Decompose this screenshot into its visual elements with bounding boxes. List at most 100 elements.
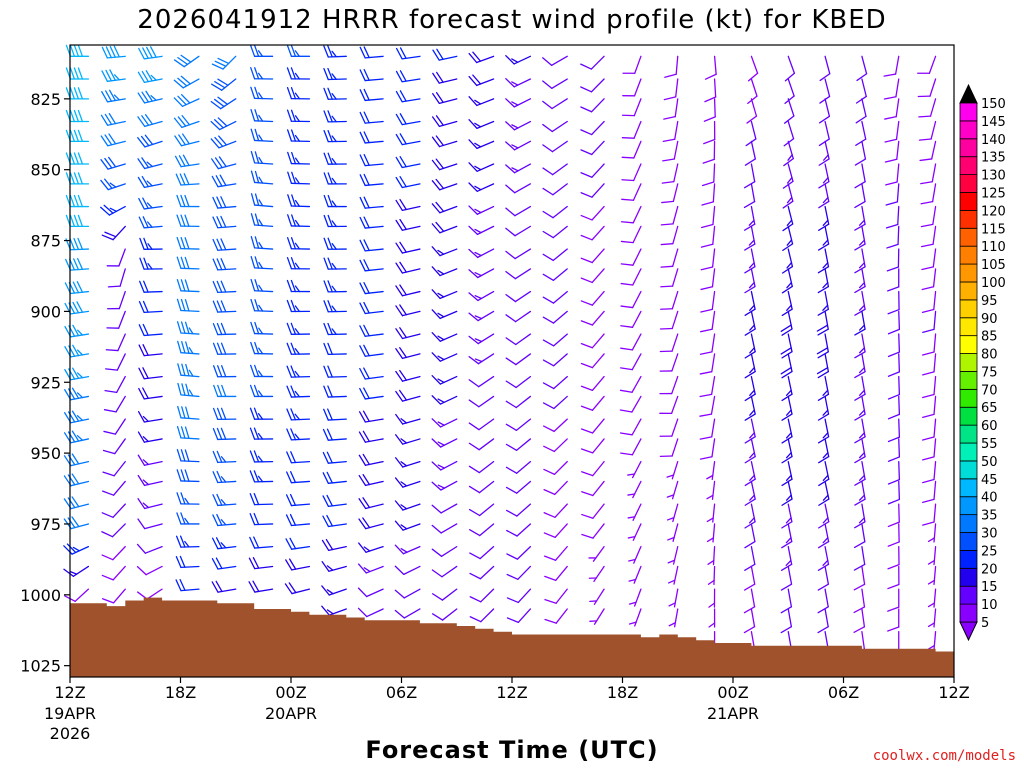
wind-barb [505, 438, 532, 451]
barb-shaft [476, 55, 495, 64]
wind-barb [543, 523, 568, 538]
wind-barb [250, 256, 274, 270]
barb-feather [180, 256, 186, 270]
barb-feather [887, 286, 900, 292]
wind-barb [469, 545, 495, 560]
barb-shaft [824, 523, 830, 543]
barb-shaft [401, 353, 421, 360]
barb-feather [505, 141, 516, 151]
barb-feather [362, 410, 370, 422]
barb-feather [543, 425, 555, 433]
barb-feather [290, 428, 297, 441]
barb-shaft [591, 310, 605, 326]
barb-feather [431, 375, 442, 385]
barb-feather [854, 521, 866, 529]
barb-feather [854, 181, 866, 189]
wind-barb [431, 115, 458, 128]
barb-feather [362, 453, 371, 466]
barb-shaft [439, 248, 458, 257]
wind-barb [210, 117, 237, 131]
wind-barb [505, 310, 532, 323]
wind-barb [817, 418, 830, 444]
wind-barb [64, 344, 90, 358]
barb-feather [542, 296, 555, 304]
barb-shaft [478, 418, 495, 431]
colorbar-label: 105 [981, 258, 1006, 273]
wind-barb [323, 110, 347, 123]
barb-shaft [514, 290, 532, 303]
wind-barb [854, 268, 866, 294]
barb-feather [749, 389, 755, 396]
barb-feather [285, 538, 293, 550]
wind-barb [431, 480, 458, 491]
wind-barb [100, 204, 126, 216]
wind-barb [431, 375, 458, 385]
wind-barb [661, 163, 679, 184]
barb-feather [858, 347, 865, 354]
barb-feather [174, 135, 183, 147]
barb-shaft [253, 290, 274, 293]
barb-shaft [750, 375, 756, 395]
wind-barb [816, 353, 830, 379]
barb-feather [858, 494, 865, 501]
wind-barb [431, 503, 458, 514]
barb-shaft [180, 183, 200, 186]
wind-barb [395, 261, 421, 274]
y-tick-label: 1000 [20, 586, 61, 605]
barb-shaft [217, 225, 237, 229]
barb-feather [543, 488, 556, 496]
barb-feather [468, 335, 479, 345]
barb-shaft [551, 55, 568, 66]
barb-shaft [711, 268, 716, 288]
barb-feather [327, 67, 333, 81]
barb-feather [706, 474, 714, 480]
barb-feather [286, 109, 293, 122]
wind-barb [887, 588, 900, 612]
wind-barb [394, 588, 421, 599]
barb-feather [150, 95, 157, 101]
wind-barb [395, 241, 421, 254]
barb-feather [69, 571, 78, 575]
wind-barb [817, 545, 830, 571]
barb-shaft [217, 310, 237, 313]
wind-barb [431, 309, 458, 320]
wind-barb [175, 535, 200, 548]
barb-shaft [750, 608, 756, 628]
barb-feather [73, 194, 80, 208]
barb-feather [77, 87, 84, 100]
barb-shaft [672, 248, 679, 267]
barb-feather [216, 513, 223, 526]
wind-barb [468, 438, 495, 451]
barb-shaft [143, 205, 163, 210]
barb-shaft [673, 140, 679, 160]
wind-barb [700, 225, 716, 248]
wind-barb [855, 120, 867, 146]
barb-feather [179, 578, 186, 591]
barb-shaft [115, 395, 126, 413]
barb-feather [69, 67, 76, 80]
barb-feather [437, 269, 445, 275]
barb-feather [620, 452, 634, 456]
wind-barb [249, 407, 274, 420]
barb-feather [73, 109, 80, 123]
barb-feather [395, 285, 404, 297]
barb-feather [394, 500, 404, 511]
wind-barb [744, 333, 756, 359]
barb-feather [744, 158, 756, 166]
barb-shaft [591, 183, 605, 198]
barb-feather [323, 385, 329, 398]
barb-shaft [591, 205, 605, 221]
wind-barb [64, 324, 90, 338]
barb-feather [325, 538, 334, 551]
barb-feather [431, 266, 441, 277]
wind-barb [431, 395, 458, 405]
wind-barb [394, 565, 421, 576]
barb-feather [286, 385, 293, 398]
barb-feather [77, 44, 84, 57]
barb-feather [853, 541, 866, 549]
barb-shaft [479, 565, 495, 580]
barb-shaft [674, 98, 679, 118]
wind-barb [506, 588, 532, 604]
barb-shaft [750, 225, 756, 245]
wind-barb [469, 523, 495, 537]
